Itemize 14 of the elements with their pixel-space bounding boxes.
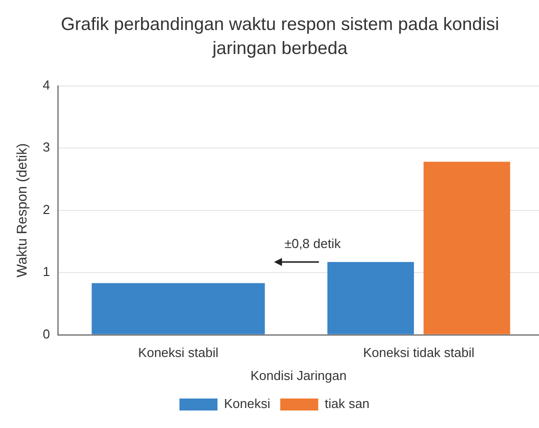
x-tick-label: Koneksi tidak stabil [363, 345, 475, 360]
y-axis-title: Waktu Respon (detik) [13, 143, 30, 278]
y-tick-label: 2 [42, 202, 50, 217]
y-tick-label: 1 [42, 264, 50, 280]
legend-label: Koneksi [224, 396, 270, 412]
y-tick-label: 3 [42, 140, 50, 155]
bar [424, 162, 510, 334]
legend-label: tiak san [324, 396, 370, 412]
x-tick-label: Koneksi stabil [138, 345, 218, 360]
y-tick-label: 4 [42, 77, 50, 92]
annotation: ±0,8 detik [284, 236, 341, 251]
y-tick-label: 0 [42, 326, 50, 342]
chart-title: Grafik perbandingan waktu respon sistem pada kondisi jaringan berbeda [60, 13, 500, 60]
x-axis-title: Kondisi Jaringan [250, 368, 347, 383]
